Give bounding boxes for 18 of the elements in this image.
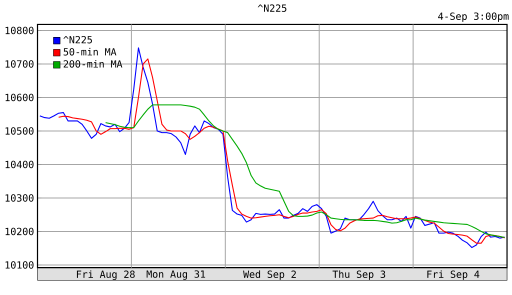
x-tick-label: Wed Sep 2	[243, 270, 296, 280]
x-tick-label: Fri Aug 28	[76, 270, 135, 280]
text: 4-Sep 3:00pm	[438, 12, 509, 22]
x-tick-label: Fri Sep 4	[427, 270, 480, 280]
y-tick-label: 10600	[6, 94, 34, 101]
y-tick-label: 10300	[6, 194, 34, 202]
legend-label: ^N225	[63, 36, 92, 44]
y-tick-label: 10800	[6, 26, 34, 34]
x-tick-label: Thu Sep 3	[332, 270, 386, 280]
y-tick-label: 10400	[6, 160, 34, 168]
chart-title: ^N225	[258, 4, 286, 12]
legend-label: 50-min MA	[64, 48, 116, 56]
y-tick-label: 10500	[6, 127, 34, 134]
y-tick-label: 10100	[6, 261, 34, 268]
x-tick-label: Mon Aug 31	[146, 270, 206, 280]
y-tick-label: 10700	[6, 60, 34, 68]
legend-label: 200-min MA	[64, 60, 122, 68]
y-tick-label: 10200	[6, 228, 34, 235]
